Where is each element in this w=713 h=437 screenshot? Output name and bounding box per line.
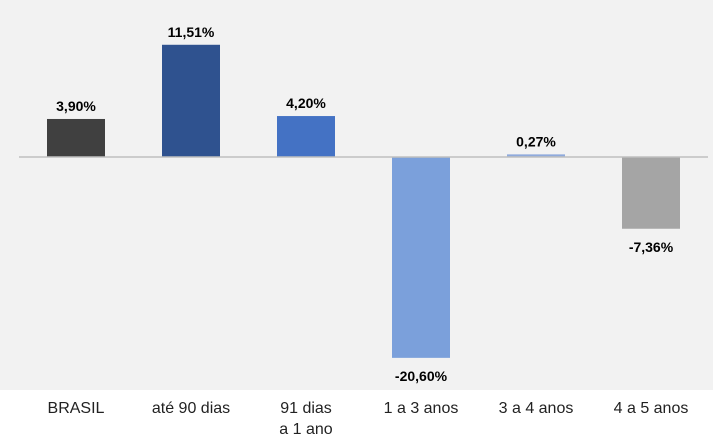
data-label-3: 4,20% [286,95,326,111]
category-label-5: 3 a 4 anos [499,400,574,417]
category-label-4: 1 a 3 anos [384,400,459,417]
plot-area [0,0,713,390]
data-label-4: -20,60% [395,368,448,384]
data-label-2: 11,51% [168,24,215,40]
bar-5 [507,154,565,157]
bar-4 [392,157,450,358]
category-label-3-line-1: 91 dias [280,400,332,417]
category-label-6: 4 a 5 anos [614,400,689,417]
category-label-3-line-2: a 1 ano [279,421,332,437]
data-label-1: 3,90% [56,98,96,114]
bar-2 [162,44,220,158]
category-label-2: até 90 dias [152,400,230,417]
bar-1 [47,118,105,157]
data-label-6: -7,36% [629,239,674,255]
data-label-5: 0,27% [516,133,556,149]
category-label-1: BRASIL [48,400,105,417]
bar-3 [277,116,335,157]
bar-6 [622,157,680,229]
